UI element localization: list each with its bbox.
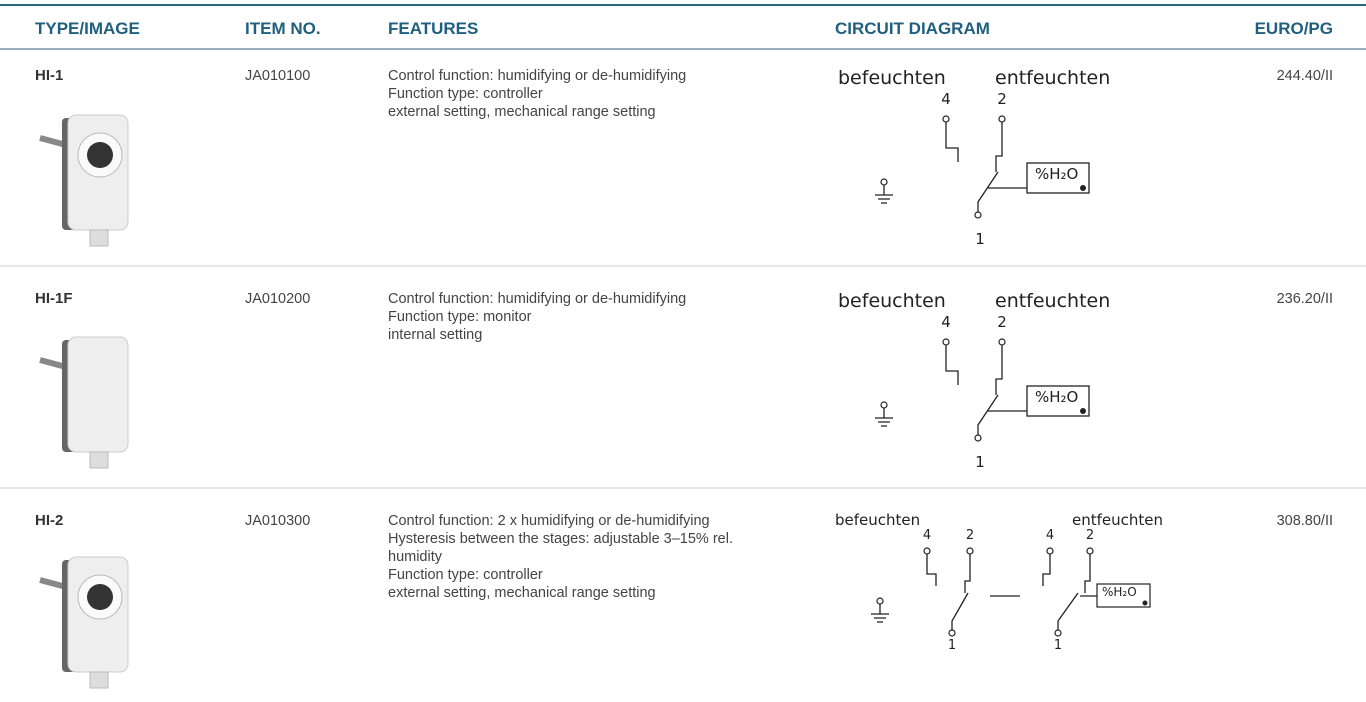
terminal: [880, 178, 888, 186]
wire: [1084, 554, 1091, 593]
diagram-label: entfeuchten: [995, 67, 1110, 89]
feature-line: Control function: humidifying or de-humi…: [388, 68, 686, 84]
terminal: [923, 547, 931, 555]
terminal: [998, 115, 1006, 123]
diagram-label: befeuchten: [838, 290, 946, 312]
wire: [926, 554, 937, 586]
wire: [871, 604, 889, 623]
diagram-label: befeuchten: [835, 511, 920, 529]
wire: [995, 345, 1003, 395]
item-number: JA010100: [245, 68, 310, 84]
sensor-dot: [1142, 600, 1148, 606]
terminal: [876, 597, 884, 605]
product-images: [39, 114, 129, 689]
diagram-label: 2: [997, 90, 1007, 108]
circuit-diagram: befeuchten entfeuchten 4 2 1 %H₂O: [838, 290, 1110, 471]
terminal: [1046, 547, 1054, 555]
wire: [1042, 554, 1051, 586]
terminal: [998, 338, 1006, 346]
feature-line: humidity: [388, 549, 443, 565]
wire: [945, 345, 959, 385]
sensor-dot: [1080, 408, 1086, 414]
diagram-label: 1: [1054, 638, 1062, 653]
diagram-label: 4: [941, 313, 951, 331]
diagram-label: entfeuchten: [995, 290, 1110, 312]
terminal: [966, 547, 974, 555]
terminal: [880, 401, 888, 409]
type-label: HI-2: [35, 512, 63, 529]
feature-line: internal setting: [388, 327, 482, 343]
diagram-label: %H₂O: [1035, 165, 1078, 183]
diagram-label: 2: [966, 528, 974, 543]
feature-line: Function type: controller: [388, 86, 543, 102]
column-header: FEATURES: [388, 19, 478, 38]
price: 244.40/II: [1277, 68, 1333, 84]
column-header: TYPE/IMAGE: [35, 19, 140, 38]
feature-line: external setting, mechanical range setti…: [388, 585, 656, 601]
diagram-label: 4: [923, 528, 931, 543]
terminal: [974, 211, 982, 219]
column-header: CIRCUIT DIAGRAM: [835, 19, 990, 38]
item-number: JA010300: [245, 513, 310, 529]
column-header: EURO/PG: [1255, 19, 1333, 38]
diagram-label: %H₂O: [1102, 585, 1137, 599]
feature-line: Control function: humidifying or de-humi…: [388, 291, 686, 307]
diagram-label: 4: [941, 90, 951, 108]
circuit-diagram: befeuchten entfeuchten 4 2 4 2 1 1 %H₂O: [835, 511, 1163, 653]
terminal: [942, 338, 950, 346]
product-image: [39, 114, 129, 247]
feature-line: Function type: controller: [388, 567, 543, 583]
terminal: [1086, 547, 1094, 555]
feature-line: external setting, mechanical range setti…: [388, 104, 656, 120]
terminal: [948, 629, 956, 637]
type-label: HI-1F: [35, 290, 73, 307]
diagram-label: 2: [1086, 528, 1094, 543]
diagram-label: 1: [948, 638, 956, 653]
sensor-dot: [1080, 185, 1086, 191]
column-header: ITEM NO.: [245, 19, 321, 38]
circuit-diagram: befeuchten entfeuchten 4 2 1 %H₂O: [838, 67, 1110, 248]
terminal: [974, 434, 982, 442]
terminal: [1054, 629, 1062, 637]
wire: [964, 554, 971, 593]
diagram-label: befeuchten: [838, 67, 946, 89]
feature-line: Control function: 2 x humidifying or de-…: [388, 513, 710, 529]
product-image: [39, 336, 129, 469]
wire: [875, 408, 893, 427]
wire: [945, 122, 959, 162]
diagram-label: 2: [997, 313, 1007, 331]
diagram-label: %H₂O: [1035, 388, 1078, 406]
feature-line: Hysteresis between the stages: adjustabl…: [388, 531, 733, 547]
wire: [1057, 592, 1079, 630]
wire: [951, 592, 969, 630]
terminal: [942, 115, 950, 123]
wire: [977, 171, 999, 212]
product-image: [39, 556, 129, 689]
wire: [977, 394, 999, 435]
feature-line: Function type: monitor: [388, 309, 532, 325]
wire: [875, 185, 893, 204]
sensor-box: [1026, 162, 1090, 194]
wire: [995, 122, 1003, 172]
price: 236.20/II: [1277, 291, 1333, 307]
item-number: JA010200: [245, 291, 310, 307]
sensor-box: [1096, 583, 1151, 608]
price: 308.80/II: [1277, 513, 1333, 529]
diagram-label: 1: [975, 230, 985, 248]
diagram-label: 1: [975, 453, 985, 471]
type-label: HI-1: [35, 67, 63, 84]
diagram-label: 4: [1046, 528, 1054, 543]
diagram-label: entfeuchten: [1072, 511, 1163, 529]
sensor-box: [1026, 385, 1090, 417]
